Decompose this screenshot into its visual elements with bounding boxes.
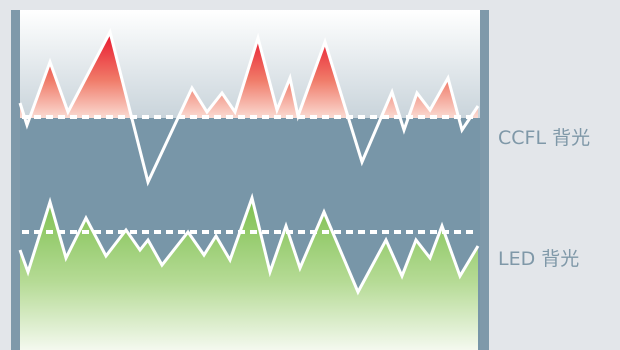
- led-fluctuation-line: [18, 192, 480, 296]
- ccfl-backlight-label: CCFL 背光: [498, 127, 591, 149]
- frame-right: [480, 10, 489, 350]
- ccfl-fluctuation-fill: [20, 32, 478, 118]
- frame-left: [11, 10, 20, 350]
- led-fluctuation-fill: [20, 198, 478, 350]
- led-backlight-label: LED 背光: [498, 248, 580, 270]
- ccfl-fluctuation-line: [18, 27, 480, 187]
